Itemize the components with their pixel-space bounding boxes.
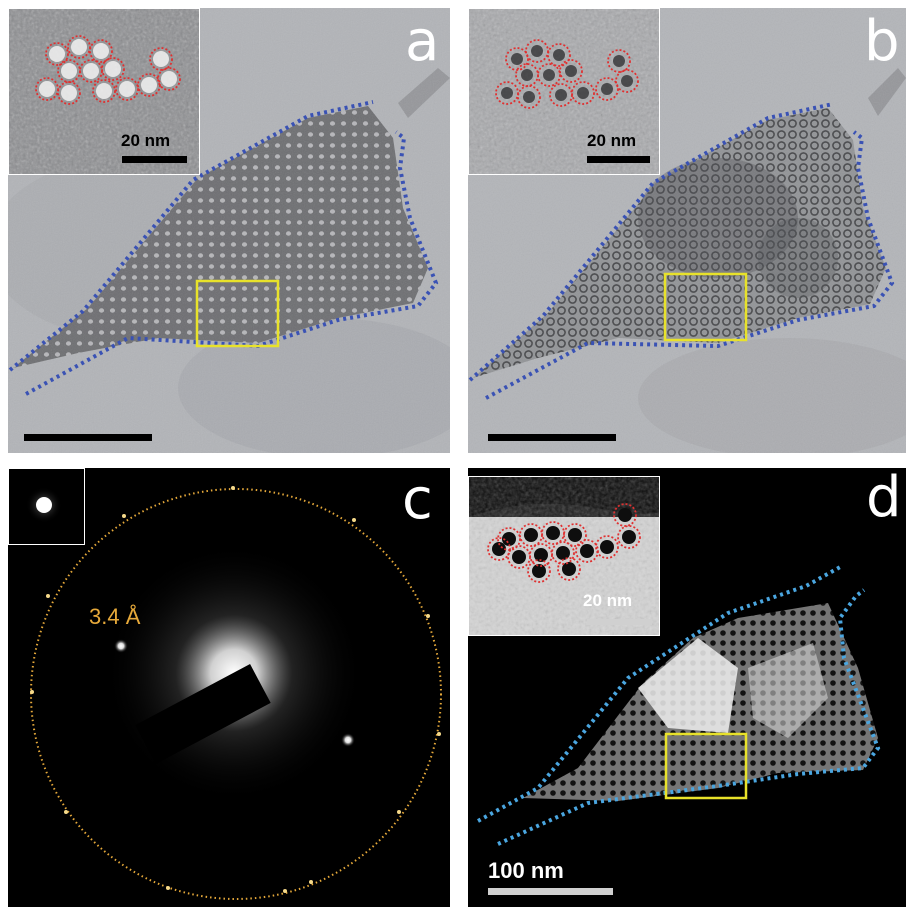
panel-label-d: d <box>866 468 902 530</box>
panel-c: 3.4 Å c <box>8 468 450 907</box>
dark-field-image-d <box>477 564 881 895</box>
scalebar-b <box>488 434 616 441</box>
inset-b: 20 nm <box>468 8 660 175</box>
panel-b: 20 nm b <box>468 8 906 453</box>
inset-scale-label-b: 20 nm <box>587 131 637 150</box>
inset-scale-label-a: 20 nm <box>121 131 171 150</box>
inset-scalebar-b <box>587 156 650 163</box>
scale-label-d: 100 nm <box>488 858 564 883</box>
inset-scalebar-d <box>587 619 652 625</box>
highlight-box-a <box>195 279 280 348</box>
inset-d: 20 nm <box>468 476 660 636</box>
inset-a: 20 nm <box>8 8 200 175</box>
particle-outline-d <box>477 564 881 846</box>
panel-d: 20 nm d 100 nm <box>468 468 906 907</box>
inset-scale-label-d: 20 nm <box>583 591 633 610</box>
panel-label-b: b <box>864 9 900 74</box>
inset-c <box>8 468 85 545</box>
inset-scalebar-a <box>122 156 187 163</box>
diffraction-ring <box>30 488 442 900</box>
panel-label-a: a <box>405 9 440 74</box>
inset-image-d <box>469 477 659 635</box>
highlight-box-d <box>664 732 748 800</box>
diffraction-pattern-c <box>30 486 442 900</box>
spacing-label-c: 3.4 Å <box>89 604 141 629</box>
particle-outline-b <box>468 102 895 400</box>
beam-stop <box>135 664 271 764</box>
panel-label-c: c <box>402 468 433 532</box>
highlight-box-b <box>663 272 748 342</box>
scalebar-a <box>24 434 152 441</box>
inset-image-b <box>469 9 659 174</box>
inset-image-c <box>26 487 62 523</box>
panel-a: 20 nm a <box>8 8 450 453</box>
scalebar-d <box>488 888 613 895</box>
inset-image-a <box>9 9 199 174</box>
